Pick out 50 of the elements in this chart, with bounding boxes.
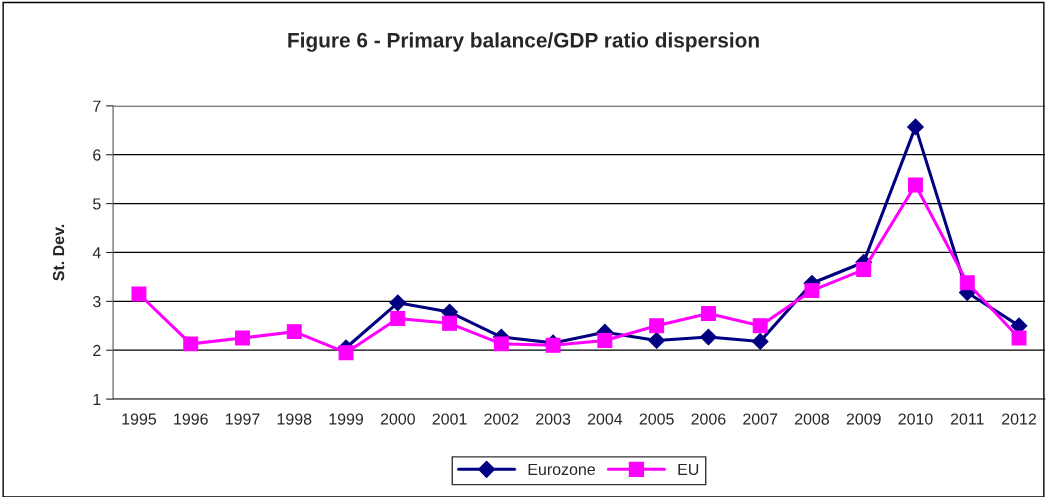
point [493, 336, 509, 352]
point [648, 332, 666, 349]
x-tick-label: 1998 [277, 413, 312, 425]
y-tick-label: 2 [93, 344, 101, 357]
legend-label: EU [678, 463, 699, 476]
y-tick-label: 4 [92, 247, 101, 259]
chart-title: Figure 6 - Primary balance/GDP ratio dispersion [288, 32, 759, 52]
y-tick-label: 5 [93, 198, 101, 210]
point [597, 332, 613, 348]
legend-label: Eurozone [528, 463, 595, 476]
point [338, 345, 354, 361]
x-tick-label: 1999 [329, 413, 364, 425]
point [649, 318, 665, 334]
point [804, 283, 820, 299]
point [751, 333, 769, 350]
point [235, 330, 250, 346]
point [700, 306, 716, 322]
y-tick-label: 3 [93, 295, 101, 308]
y-axis-title: St. Dev. [52, 224, 65, 281]
y-tick-label: 7 [93, 100, 101, 112]
point [390, 310, 406, 326]
point [908, 177, 923, 193]
x-tick-label: 2010 [898, 413, 933, 425]
x-tick-label: 1996 [174, 413, 208, 425]
x-tick-label: 2005 [639, 413, 674, 425]
point [856, 262, 872, 278]
point [442, 315, 458, 331]
point [286, 324, 302, 340]
x-tick-label: 2000 [380, 413, 415, 425]
x-tick-label: 2007 [743, 413, 778, 425]
x-tick-label: 2012 [1002, 413, 1036, 425]
x-tick-label: 2009 [846, 413, 881, 425]
point [183, 336, 199, 352]
x-tick-label: 2006 [691, 413, 726, 425]
x-tick-label: 1997 [225, 413, 260, 425]
x-tick-label: 2011 [950, 413, 984, 425]
x-tick-label: 1995 [122, 413, 157, 425]
point [752, 318, 768, 334]
y-tick-label: 6 [93, 149, 101, 161]
x-tick-label: 2003 [536, 413, 571, 425]
point [389, 294, 407, 312]
y-tick-label: 1 [93, 393, 101, 405]
point [700, 328, 717, 346]
x-tick-label: 2004 [587, 413, 623, 425]
point [959, 275, 975, 291]
point [907, 118, 924, 136]
x-tick-label: 2008 [794, 413, 830, 425]
x-tick-label: 2002 [484, 413, 519, 425]
point [131, 286, 147, 302]
x-tick-label: 2001 [432, 413, 467, 425]
